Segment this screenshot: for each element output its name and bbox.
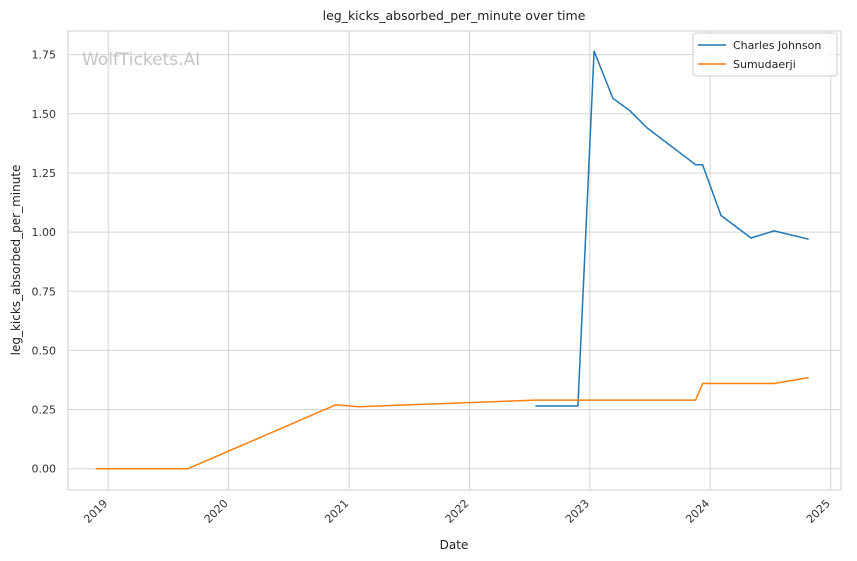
x-tick-label: 2019 — [81, 497, 110, 526]
y-axis-label: leg_kicks_absorbed_per_minute — [9, 165, 23, 356]
y-tick-label: 1.25 — [32, 167, 57, 180]
y-axis-ticks: 0.00 0.25 0.50 0.75 1.00 1.25 1.50 1.75 — [32, 49, 57, 476]
series-line-2 — [95, 376, 809, 470]
y-tick-label: 0.75 — [32, 285, 57, 298]
plot-area: WolfTickets.AI — [67, 30, 842, 491]
grid — [68, 31, 841, 490]
x-tick-label: 2021 — [322, 497, 351, 526]
y-tick-label: 0.50 — [32, 344, 57, 357]
series-layer — [95, 50, 809, 470]
chart-title: leg_kicks_absorbed_per_minute over time — [323, 8, 586, 23]
x-tick-label: 2023 — [563, 497, 592, 526]
y-tick-label: 0.00 — [32, 463, 57, 476]
legend: Charles Johnson Sumudaerji — [692, 32, 838, 77]
y-tick-label: 1.00 — [32, 226, 57, 239]
series-line-1 — [535, 50, 809, 407]
x-axis-label: Date — [440, 538, 469, 552]
plot-frame — [67, 30, 842, 491]
legend-label: Sumudaerji — [733, 58, 796, 71]
y-tick-label: 1.50 — [32, 108, 57, 121]
y-tick-label: 0.25 — [32, 404, 57, 417]
watermark: WolfTickets.AI — [82, 50, 200, 70]
x-tick-label: 2025 — [804, 497, 833, 526]
legend-box — [692, 32, 838, 77]
x-tick-label: 2020 — [202, 497, 231, 526]
legend-label: Charles Johnson — [733, 39, 821, 52]
y-tick-label: 1.75 — [32, 49, 57, 62]
x-axis-ticks: 2019 2020 2021 2022 2023 2024 2025 — [81, 497, 833, 526]
x-tick-label: 2024 — [683, 497, 712, 526]
x-tick-label: 2022 — [443, 497, 472, 526]
